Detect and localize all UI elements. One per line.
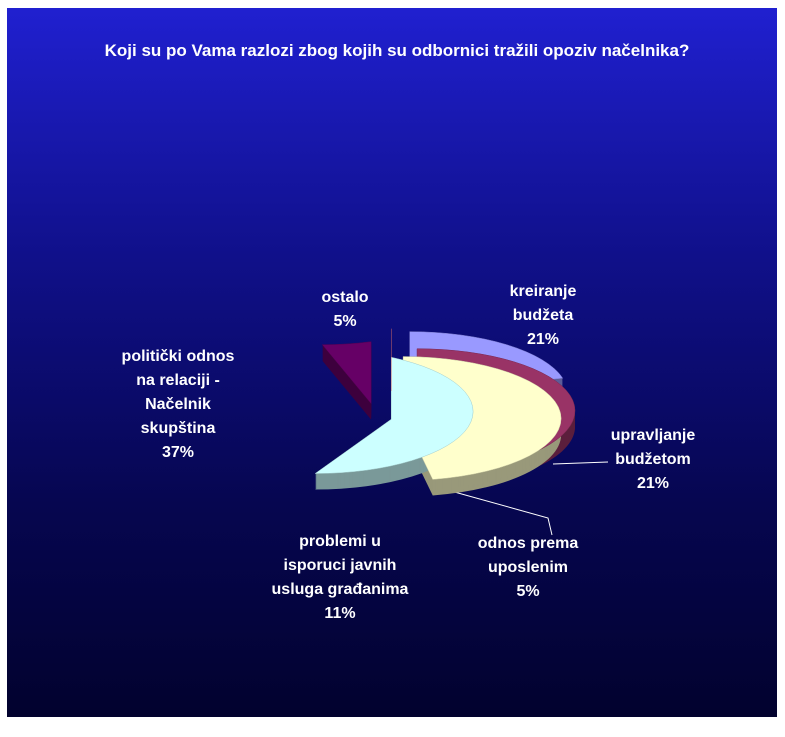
slice [314,356,474,474]
category-label: kreiranje budžeta [509,283,577,324]
slice-label: ostalo 5% [270,286,420,334]
value-label: 11% [324,605,356,622]
value-label: 5% [333,313,357,330]
category-label: problemi u isporuci javnih usluga građan… [271,533,409,598]
slice-label: politički odnos na relaciji -Načelnik sk… [113,345,243,465]
leader-line [439,487,553,536]
slice-label: problemi u isporuci javnih usluga građan… [270,530,410,626]
slice-label: upravljanje budžetom 21% [598,424,708,496]
category-label: ostalo [321,289,369,306]
value-label: 21% [636,475,670,492]
value-label: 5% [516,583,540,600]
chart-title: Koji su po Vama razlozi zbog kojih su od… [104,41,690,60]
slice-label: odnos prema uposlenim 5% [448,532,608,604]
category-label: odnos prema uposlenim [477,535,579,576]
value-label: 37% [161,444,195,461]
category-label: politički odnos na relaciji -Načelnik sk… [121,348,235,437]
value-label: 21% [526,331,560,348]
category-label: upravljanje budžetom [610,427,696,468]
slice [321,341,372,405]
slice-label: kreiranje budžeta 21% [488,280,598,352]
leader-line [552,461,609,465]
